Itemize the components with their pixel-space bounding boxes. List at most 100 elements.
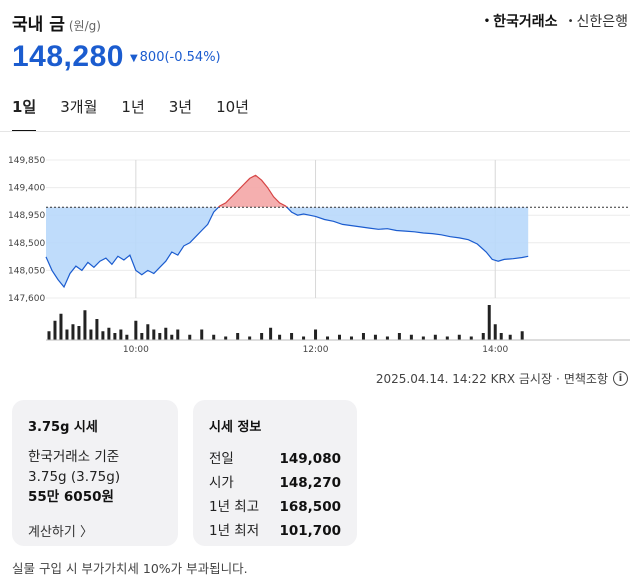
bullet-icon: • — [567, 16, 574, 27]
volume-bar — [397, 333, 401, 340]
separator: · — [556, 371, 560, 386]
volume-bar — [158, 333, 162, 340]
period-tabs: 1일 3개월 1년 3년 10년 — [12, 96, 273, 132]
volume-bar — [101, 331, 105, 340]
volume-bar — [481, 333, 485, 340]
tab-4[interactable]: 10년 — [216, 98, 249, 116]
volume-bar — [326, 336, 330, 340]
volume-bar — [421, 336, 425, 340]
spot-price-card: 3.75g 시세 한국거래소 기준 3.75g (3.75g) 55만 6050… — [12, 400, 178, 546]
volume-bar — [89, 329, 93, 340]
source-shinhan[interactable]: • 신한은행 — [568, 14, 628, 30]
basis-text: 한국거래소 기준 — [28, 449, 120, 465]
y-tick-label: 148,500 — [8, 239, 45, 249]
disclaimer-link[interactable]: 면책조항 — [563, 372, 608, 386]
volume-bar — [188, 334, 192, 340]
price-line-above — [217, 174, 288, 208]
price-chart[interactable]: 149,850 149,400 148,950 148,500 148,050 147,6… — [0, 140, 640, 360]
volume-bar — [499, 333, 503, 340]
volume-bar — [373, 334, 377, 340]
change-percent: (-0.54%) — [164, 50, 221, 65]
volume-bar — [260, 333, 264, 340]
volume-bar — [224, 336, 228, 340]
vat-footnote: 실물 구입 시 부가가치세 10%가 부과됩니다. — [12, 561, 248, 576]
volume-bar — [107, 327, 111, 340]
price-row: 148,280 ▼ 800(-0.54%) — [12, 40, 221, 80]
volume-bar — [65, 329, 69, 340]
x-tick-label: 12:00 — [303, 345, 329, 355]
volume-bar — [445, 336, 449, 340]
current-price: 148,280 — [12, 40, 124, 73]
info-value: 148,270 — [279, 475, 342, 491]
volume-bar — [487, 305, 491, 340]
volume-bar — [164, 327, 168, 340]
tab-1[interactable]: 3개월 — [60, 98, 98, 116]
volume-bar — [140, 333, 144, 340]
card-title: 3.75g 시세 — [28, 420, 98, 435]
volume-bar — [302, 336, 306, 340]
volume-bar — [212, 334, 216, 340]
volume-bar — [59, 313, 63, 340]
volume-bar — [176, 329, 180, 340]
volume-bar — [457, 334, 461, 340]
price-line-below — [45, 207, 529, 289]
volume-bar — [520, 331, 524, 340]
info-rows: 전일 149,080 시가 148,270 1년 최고 168,500 1년 최저 101,7… — [209, 447, 341, 543]
source-krx[interactable]: • 한국거래소 — [484, 14, 558, 30]
info-row: 1년 최저 101,700 — [209, 519, 341, 543]
y-tick-label: 147,600 — [8, 294, 45, 304]
volume-bar — [71, 324, 75, 340]
volume-bar — [236, 333, 240, 340]
title-text: 국내 금 — [12, 15, 65, 35]
chevron-right-icon: 〉 — [79, 525, 93, 540]
header: 국내 금 (원/g) • 한국거래소 • 신한은행 — [12, 10, 628, 36]
info-label: 전일 — [209, 451, 234, 467]
volume-bar — [269, 327, 273, 340]
y-tick-label: 148,950 — [8, 211, 45, 221]
tab-0[interactable]: 1일 — [12, 96, 37, 132]
calculate-button[interactable]: 계산하기 〉 — [28, 521, 162, 540]
volume-bar — [125, 334, 129, 340]
y-tick-label: 148,050 — [8, 266, 45, 276]
info-value: 149,080 — [279, 451, 342, 467]
volume-bar — [278, 334, 282, 340]
amount-text: 55만 6050원 — [28, 489, 114, 505]
tab-2[interactable]: 1년 — [121, 98, 145, 116]
volume-bar — [170, 334, 174, 340]
volume-bar — [83, 310, 87, 340]
volume-bar — [47, 331, 51, 340]
page-title: 국내 금 (원/g) — [12, 10, 101, 35]
volume-bar — [77, 326, 81, 340]
volume-bar — [349, 336, 353, 340]
source-krx-label: 한국거래소 — [493, 14, 558, 30]
volume-bar — [95, 319, 99, 340]
divider — [0, 131, 630, 132]
tab-3[interactable]: 3년 — [168, 98, 193, 116]
x-tick-label: 10:00 — [123, 345, 149, 355]
volume-bar — [337, 334, 341, 340]
price-info-card: 시세 정보 전일 149,080 시가 148,270 1년 최고 168,500 1년 최… — [193, 400, 357, 546]
calculate-label: 계산하기 — [28, 525, 76, 540]
info-label: 시가 — [209, 475, 234, 491]
volume-bar — [385, 336, 389, 340]
timestamp: 2025.04.14. 14:22 KRX 금시장 — [375, 372, 552, 386]
source-selector: • 한국거래소 • 신한은행 — [474, 11, 628, 31]
volume-bar — [113, 333, 117, 340]
weight-text: 3.75g (3.75g) — [28, 469, 121, 485]
volume-bar — [152, 329, 156, 340]
volume-bar — [146, 324, 150, 340]
change-amount: 800 — [139, 50, 165, 65]
info-icon[interactable]: i — [613, 371, 628, 386]
info-label: 1년 최저 — [209, 523, 260, 539]
info-row: 시가 148,270 — [209, 471, 341, 495]
info-label: 1년 최고 — [209, 499, 260, 515]
volume-bar — [433, 334, 437, 340]
volume-bar — [290, 333, 294, 340]
info-row: 1년 최고 168,500 — [209, 495, 341, 519]
x-tick-label: 14:00 — [482, 345, 508, 355]
volume-bar — [53, 320, 57, 340]
volume-bar — [248, 336, 252, 340]
card-title: 시세 정보 — [209, 420, 262, 435]
y-tick-label: 149,400 — [8, 184, 45, 194]
down-triangle-icon: ▼ — [129, 53, 138, 64]
